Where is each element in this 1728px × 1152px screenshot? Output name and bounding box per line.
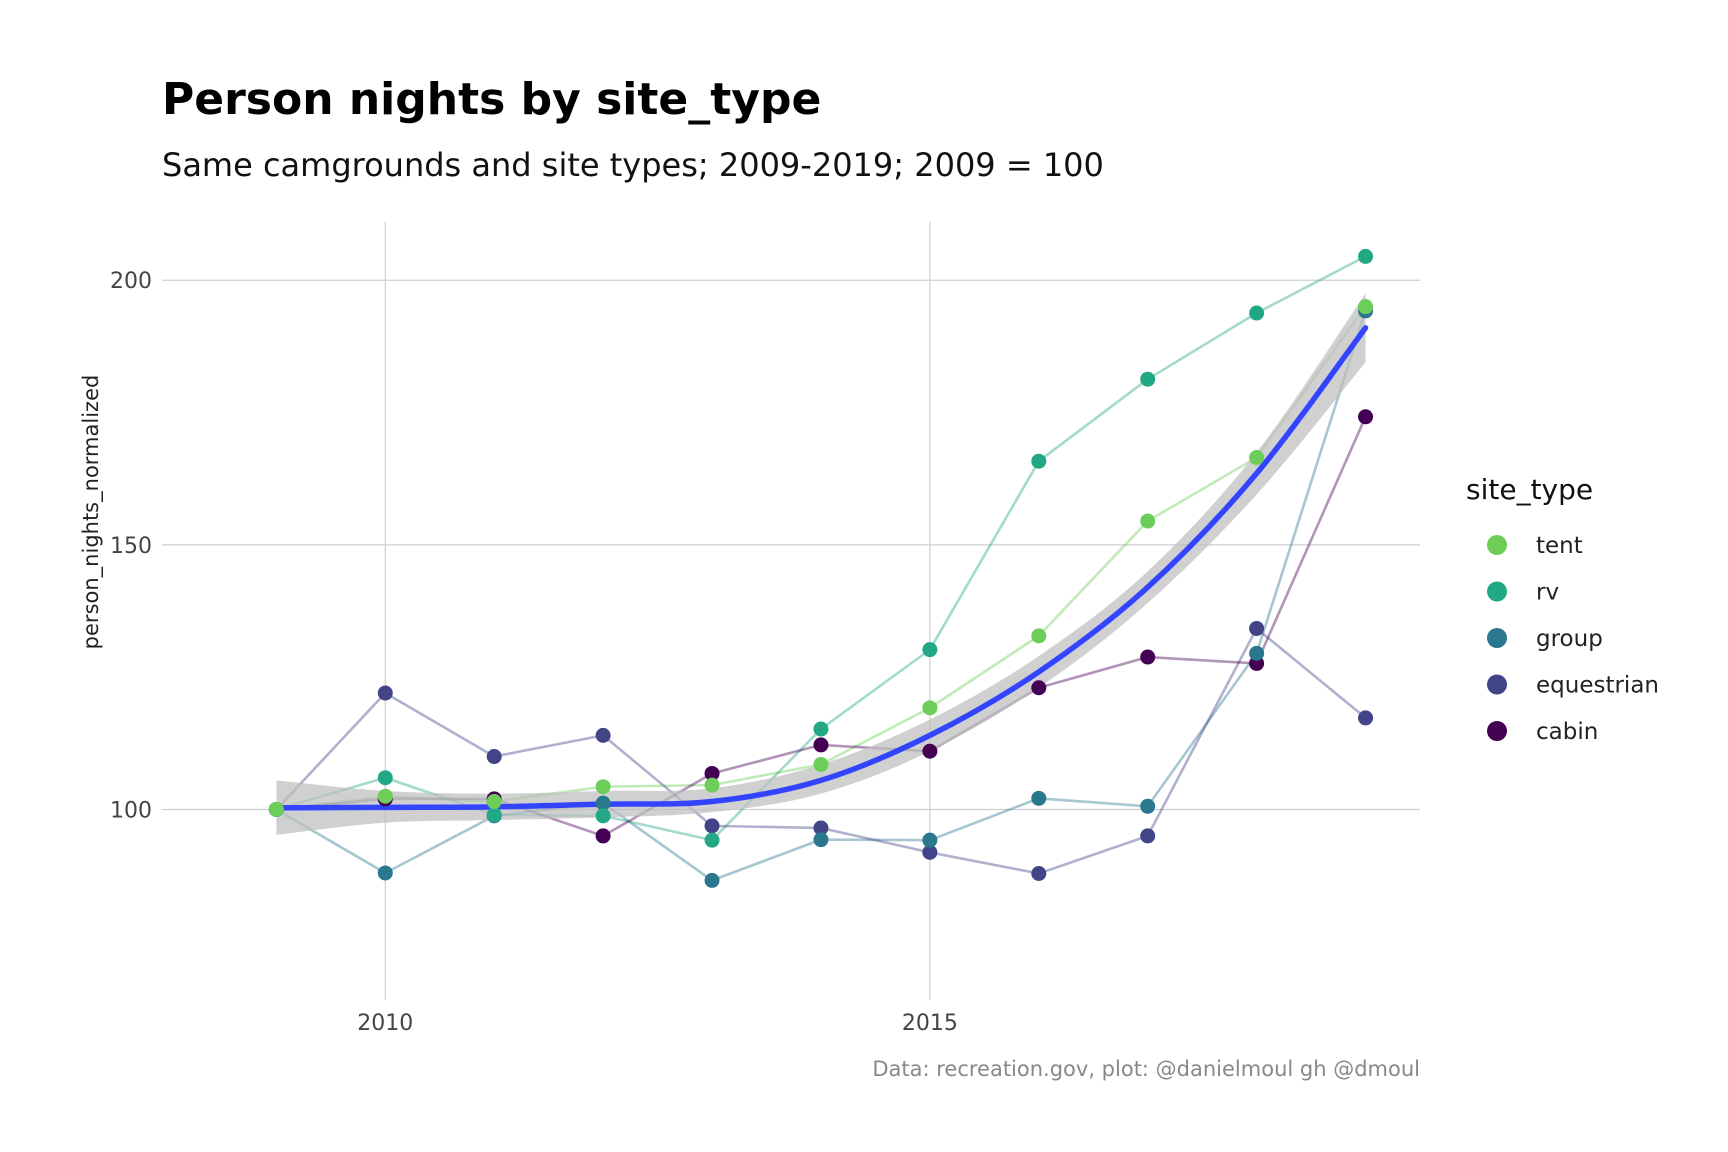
data-point-group bbox=[1140, 798, 1156, 814]
legend-label: cabin bbox=[1536, 719, 1598, 745]
grid bbox=[162, 222, 1420, 1000]
tick-labels: 100 150 200 2010 2015 bbox=[110, 269, 958, 1036]
data-point-tent bbox=[1140, 513, 1156, 529]
legend-label: group bbox=[1536, 626, 1603, 652]
data-point-tent bbox=[704, 777, 720, 793]
legend-swatch bbox=[1487, 535, 1507, 555]
smooth-confidence-band bbox=[276, 293, 1366, 835]
legend-items: tent rv group equestrian cabin bbox=[1487, 533, 1659, 745]
data-point-rv bbox=[704, 832, 720, 848]
data-point-group bbox=[704, 872, 720, 888]
data-point-cabin bbox=[922, 743, 938, 759]
data-point-rv bbox=[1140, 371, 1156, 387]
data-point-tent bbox=[1031, 628, 1047, 644]
data-point-group bbox=[595, 795, 611, 811]
data-point-rv bbox=[377, 770, 393, 786]
y-tick-label: 200 bbox=[110, 269, 152, 294]
data-point-group bbox=[377, 865, 393, 881]
legend-item-group: group bbox=[1487, 626, 1603, 652]
legend-label: rv bbox=[1536, 580, 1559, 606]
data-point-cabin bbox=[813, 737, 829, 753]
x-tick-label: 2015 bbox=[902, 1011, 958, 1036]
data-point-equestrian bbox=[595, 727, 611, 743]
data-point-tent bbox=[268, 801, 284, 817]
data-point-rv bbox=[813, 721, 829, 737]
data-point-cabin bbox=[1031, 680, 1047, 696]
data-point-equestrian bbox=[486, 749, 502, 765]
data-point-cabin bbox=[595, 828, 611, 844]
data-point-equestrian bbox=[1249, 620, 1265, 636]
smooth-trend bbox=[273, 293, 1369, 835]
data-point-group bbox=[1031, 790, 1047, 806]
data-point-equestrian bbox=[922, 844, 938, 860]
data-point-equestrian bbox=[704, 818, 720, 834]
data-point-rv bbox=[922, 642, 938, 658]
data-point-equestrian bbox=[1140, 828, 1156, 844]
data-point-rv bbox=[1358, 248, 1374, 264]
data-points bbox=[268, 248, 1374, 888]
y-axis-label: person_nights_normalized bbox=[79, 375, 104, 650]
legend-label: equestrian bbox=[1536, 673, 1659, 699]
data-point-group bbox=[813, 832, 829, 848]
data-point-equestrian bbox=[1031, 866, 1047, 882]
data-point-tent bbox=[1358, 299, 1374, 315]
y-tick-label: 150 bbox=[110, 534, 152, 559]
data-point-group bbox=[1249, 645, 1265, 661]
data-point-rv bbox=[1249, 305, 1265, 321]
chart-title: Person nights by site_type bbox=[162, 74, 821, 125]
data-point-tent bbox=[595, 779, 611, 795]
data-point-rv bbox=[486, 807, 502, 823]
data-point-tent bbox=[813, 756, 829, 772]
legend-swatch bbox=[1487, 674, 1507, 695]
data-point-cabin bbox=[1358, 409, 1374, 425]
data-point-cabin bbox=[704, 765, 720, 781]
data-point-rv bbox=[595, 808, 611, 824]
data-point-tent bbox=[922, 700, 938, 716]
legend-item-cabin: cabin bbox=[1487, 719, 1598, 745]
y-tick-label: 100 bbox=[110, 798, 152, 823]
legend-item-tent: tent bbox=[1487, 533, 1583, 559]
data-point-equestrian bbox=[1358, 710, 1374, 726]
legend-swatch bbox=[1487, 581, 1507, 602]
x-tick-label: 2010 bbox=[357, 1011, 413, 1036]
data-point-equestrian bbox=[813, 820, 829, 836]
data-point-group bbox=[922, 832, 938, 848]
data-point-equestrian bbox=[377, 685, 393, 701]
smooth-trend-line bbox=[273, 325, 1369, 811]
legend-swatch bbox=[1487, 721, 1507, 741]
data-point-tent bbox=[1249, 450, 1265, 466]
legend-item-equestrian: equestrian bbox=[1487, 673, 1659, 699]
data-point-rv bbox=[1031, 453, 1047, 469]
chart-subtitle: Same camgrounds and site types; 2009-201… bbox=[162, 146, 1104, 184]
legend: site_type tent rv group equestrian cabin bbox=[1466, 473, 1659, 745]
legend-swatch bbox=[1487, 628, 1507, 648]
legend-title: site_type bbox=[1466, 473, 1593, 506]
data-point-cabin bbox=[1140, 649, 1156, 665]
data-point-tent bbox=[377, 788, 393, 804]
data-point-tent bbox=[486, 794, 502, 810]
legend-label: tent bbox=[1536, 533, 1583, 559]
chart-caption: Data: recreation.gov, plot: @danielmoul … bbox=[872, 1057, 1420, 1081]
legend-item-rv: rv bbox=[1487, 580, 1559, 606]
